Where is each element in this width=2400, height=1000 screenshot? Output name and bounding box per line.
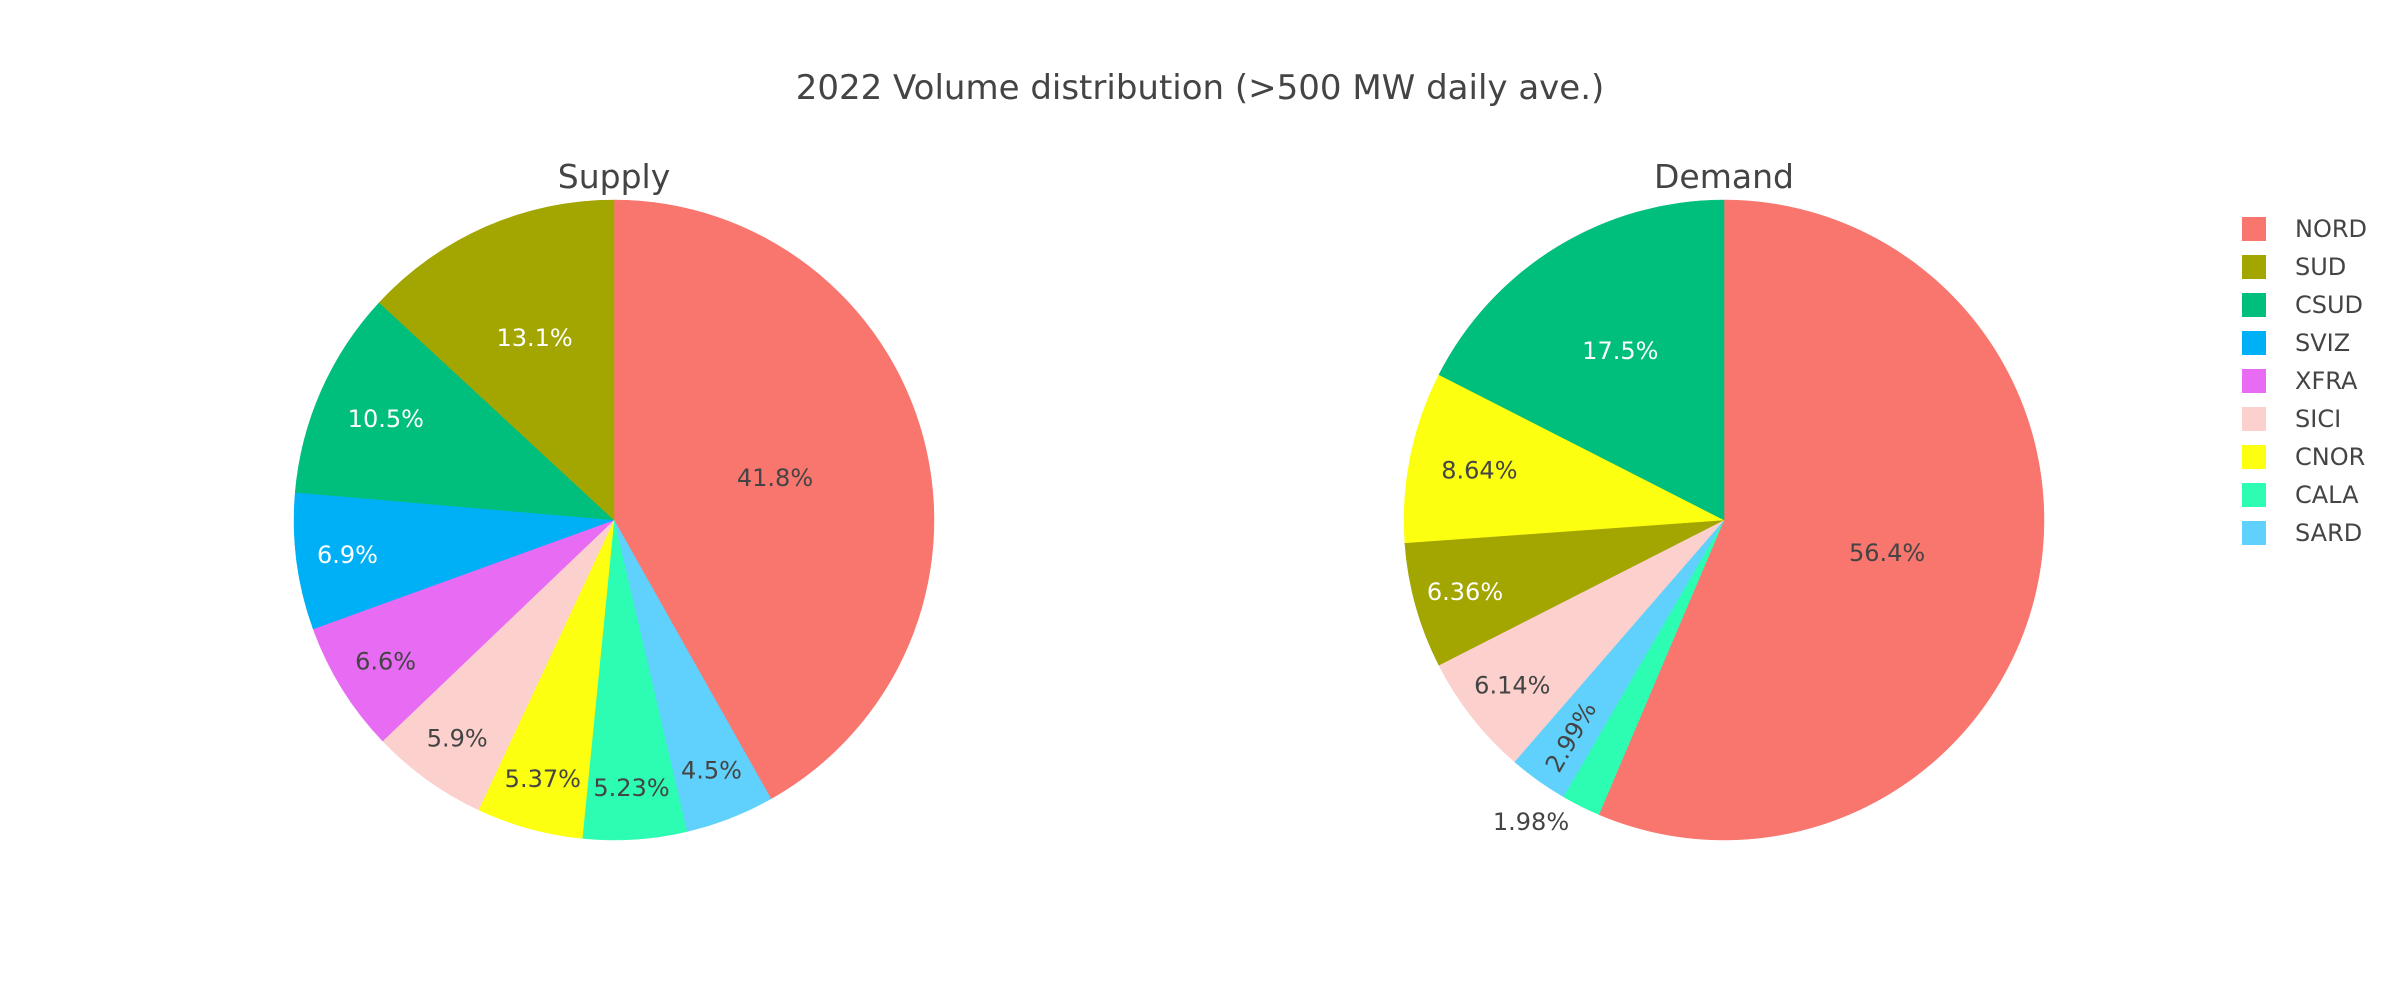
- slice-label-csud: 17.5%: [1582, 337, 1658, 365]
- pie-slice-csud: [1438, 199, 1725, 521]
- demand-pie: Demand 56.4%1.98%2.99%6.14%6.36%8.64%17.…: [1403, 157, 2045, 841]
- legend-swatch-cala: [2242, 483, 2266, 507]
- demand-pie-title: Demand: [1654, 157, 1794, 196]
- legend-swatch-xfra: [2242, 369, 2266, 393]
- legend-label-sud: SUD: [2295, 253, 2346, 281]
- legend-label-sici: SICI: [2295, 405, 2341, 433]
- legend-swatch-sard: [2242, 521, 2266, 545]
- supply-pie-title: Supply: [558, 157, 670, 196]
- legend-label-cala: CALA: [2295, 481, 2359, 509]
- supply-pie: Supply 41.8% 4.5% 5.23% 5.37% 5.9% 6.6% 6.9% 10…: [293, 157, 935, 841]
- pie-slice-sud: [378, 199, 615, 521]
- slice-label-cnor: 8.64%: [1441, 456, 1517, 484]
- slice-label-nord: 56.4%: [1849, 539, 1925, 567]
- slice-label-sud: 13.1%: [496, 324, 572, 352]
- legend-swatch-csud: [2242, 293, 2266, 317]
- legend-label-sard: SARD: [2295, 519, 2362, 547]
- slice-label-nord: 41.8%: [737, 464, 813, 492]
- slice-label-sici: 5.9%: [427, 724, 488, 752]
- pie-slice-sviz: [293, 492, 615, 630]
- pie-slice-sud: [1404, 519, 1725, 666]
- slice-label-sud: 6.36%: [1427, 578, 1503, 606]
- slice-label-sard: 4.5%: [681, 757, 742, 785]
- legend-label-sviz: SVIZ: [2295, 329, 2350, 357]
- legend-label-xfra: XFRA: [2295, 367, 2358, 395]
- legend-label-cnor: CNOR: [2295, 443, 2365, 471]
- slice-label-csud: 10.5%: [348, 405, 424, 433]
- legend-swatch-cnor: [2242, 445, 2266, 469]
- slice-label-cnor: 5.37%: [505, 765, 581, 793]
- legend-swatch-sviz: [2242, 331, 2266, 355]
- pie-slice-nord: [613, 199, 935, 800]
- slice-label-sviz: 6.9%: [317, 541, 378, 569]
- slice-label-sici: 6.14%: [1474, 672, 1550, 700]
- pie-slice-csud: [294, 302, 615, 521]
- pie-slice-sici: [1438, 519, 1725, 763]
- slice-label-cala: 5.23%: [593, 774, 669, 802]
- pie-slice-xfra: [312, 519, 615, 742]
- pie-slice-nord: [1598, 199, 2045, 841]
- legend-swatch-sici: [2242, 407, 2266, 431]
- pie-slice-cnor: [1403, 374, 1725, 544]
- legend-label-nord: NORD: [2295, 215, 2367, 243]
- legend: NORD SUD CSUD SVIZ XFRA SICI CNOR CALA SARD: [2242, 215, 2367, 547]
- legend-label-csud: CSUD: [2295, 291, 2363, 319]
- legend-swatch-nord: [2242, 217, 2266, 241]
- legend-swatch-sud: [2242, 255, 2266, 279]
- slice-label-xfra: 6.6%: [355, 648, 416, 676]
- slice-label-cala: 1.98%: [1493, 808, 1569, 836]
- figure-title: 2022 Volume distribution (>500 MW daily …: [796, 68, 1605, 108]
